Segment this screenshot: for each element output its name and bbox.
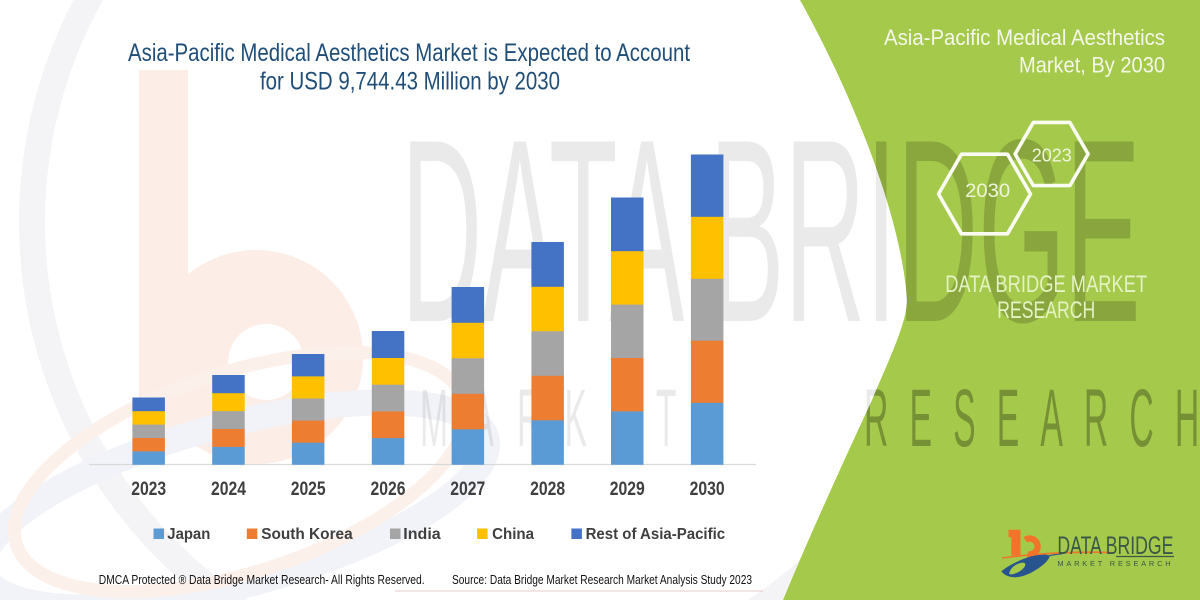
svg-text:RESEARCH: RESEARCH bbox=[864, 374, 1200, 464]
svg-text:DMCA Protected ® Data Bridge M: DMCA Protected ® Data Bridge Market Rese… bbox=[99, 572, 425, 587]
svg-text:2030: 2030 bbox=[965, 180, 1010, 202]
svg-text:2028: 2028 bbox=[530, 478, 565, 500]
svg-text:Source: Data Bridge Market Res: Source: Data Bridge Market Research Mark… bbox=[452, 572, 752, 587]
svg-text:2027: 2027 bbox=[450, 478, 485, 500]
svg-text:DATA BRIDGE MARKET: DATA BRIDGE MARKET bbox=[945, 271, 1147, 298]
svg-text:Asia-Pacific Medical Aesthetic: Asia-Pacific Medical Aesthetics bbox=[884, 25, 1165, 50]
svg-text:DATA BRIDGE: DATA BRIDGE bbox=[1057, 532, 1173, 560]
svg-text:South Korea: South Korea bbox=[261, 526, 353, 543]
svg-text:India: India bbox=[403, 526, 441, 543]
svg-text:for USD 9,744.43 Million by 20: for USD 9,744.43 Million by 2030 bbox=[260, 68, 560, 96]
svg-text:2029: 2029 bbox=[610, 478, 645, 500]
svg-text:2026: 2026 bbox=[371, 478, 406, 500]
svg-text:2025: 2025 bbox=[291, 478, 326, 500]
svg-text:Market, By 2030: Market, By 2030 bbox=[1019, 53, 1165, 78]
svg-text:Asia-Pacific Medical Aesthetic: Asia-Pacific Medical Aesthetics Market i… bbox=[128, 39, 690, 67]
svg-text:2030: 2030 bbox=[690, 478, 725, 500]
svg-text:China: China bbox=[492, 526, 534, 543]
svg-text:MARKET RESEARCH: MARKET RESEARCH bbox=[1057, 561, 1173, 568]
svg-text:RESEARCH: RESEARCH bbox=[997, 297, 1095, 324]
svg-text:2023: 2023 bbox=[1032, 146, 1072, 166]
svg-text:2023: 2023 bbox=[131, 478, 166, 500]
svg-text:Japan: Japan bbox=[167, 526, 210, 543]
svg-text:2024: 2024 bbox=[211, 478, 246, 500]
svg-text:Rest of Asia-Pacific: Rest of Asia-Pacific bbox=[586, 526, 726, 543]
